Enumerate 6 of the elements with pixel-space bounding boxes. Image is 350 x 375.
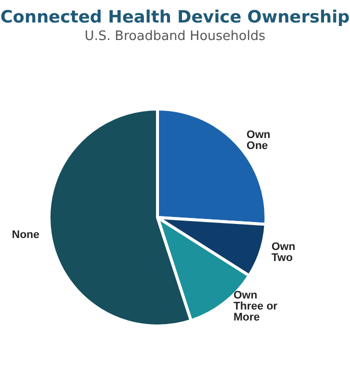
slice-label: None — [12, 229, 40, 242]
slice-label: Own Two — [271, 240, 298, 264]
chart-subtitle: U.S. Broadband Households — [84, 29, 266, 44]
slice-label: Own Three or More — [233, 289, 281, 324]
chart-title: Connected Health Device Ownership — [0, 8, 350, 28]
slice-label: Own One — [246, 128, 274, 152]
